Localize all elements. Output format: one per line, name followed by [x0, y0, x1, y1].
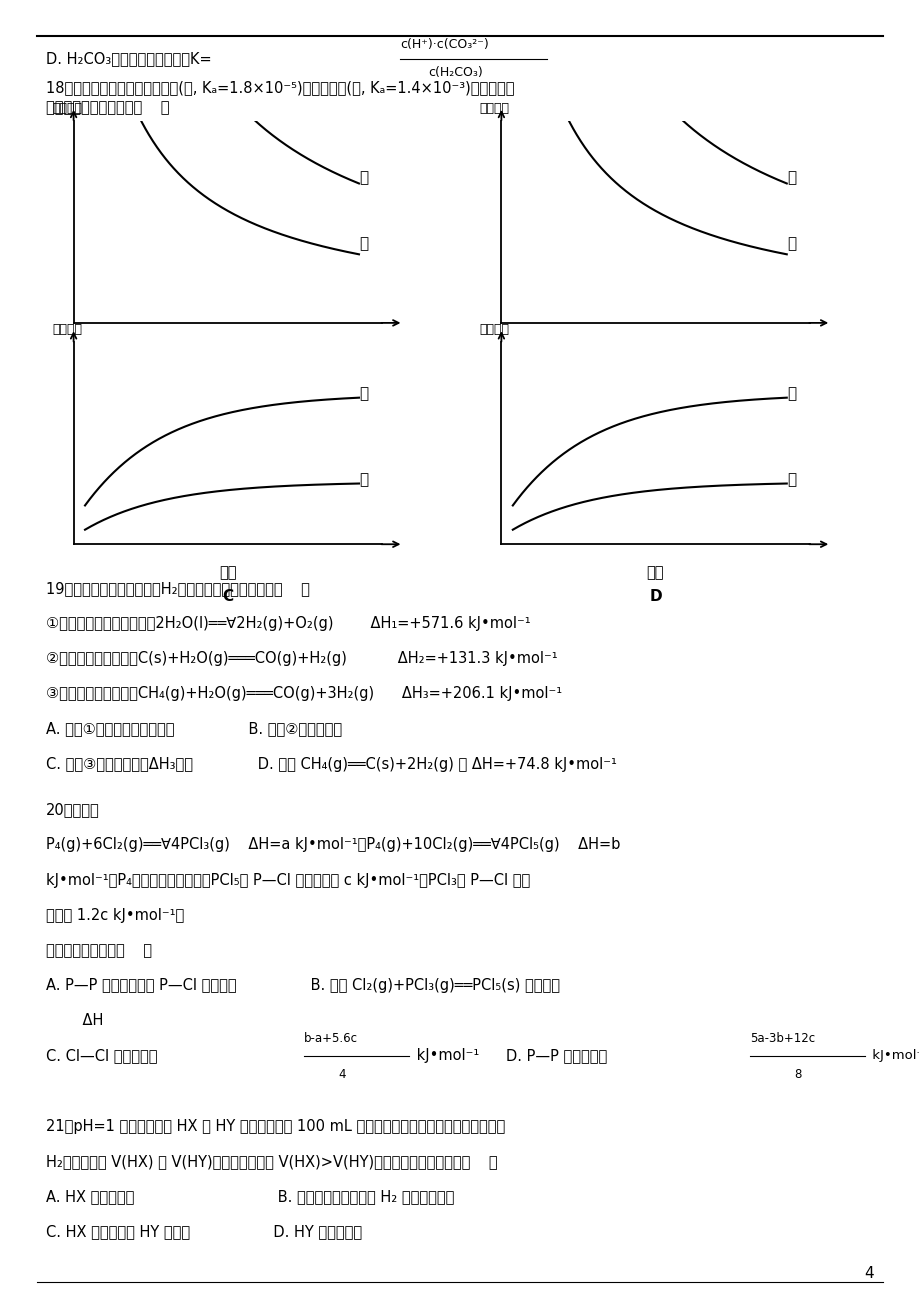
Text: 4: 4: [338, 1068, 346, 1081]
Text: ①太阳光催化分解水制氢：2H₂O(l)══∀2H₂(g)+O₂(g)        ΔH₁=+571.6 kJ•mol⁻¹: ①太阳光催化分解水制氢：2H₂O(l)══∀2H₂(g)+O₂(g) ΔH₁=+…: [46, 616, 530, 631]
Text: 键能为 1.2c kJ•mol⁻¹。: 键能为 1.2c kJ•mol⁻¹。: [46, 907, 184, 923]
Text: 电离程度: 电离程度: [480, 323, 509, 336]
Text: c(H₂CO₃): c(H₂CO₃): [427, 66, 482, 79]
Text: A. 反应①中电能转化为化学能                B. 反应②为放热反应: A. 反应①中电能转化为化学能 B. 反应②为放热反应: [46, 721, 342, 737]
Text: C: C: [221, 589, 233, 604]
Text: D: D: [649, 589, 661, 604]
Text: 甲: 甲: [786, 236, 795, 251]
Text: C. 反应③使用催化劑，ΔH₃减小              D. 反应 CH₄(g)══C(s)+2H₂(g) 的 ΔH=+74.8 kJ•mol⁻¹: C. 反应③使用催化劑，ΔH₃减小 D. 反应 CH₄(g)══C(s)+2H₂…: [46, 756, 617, 772]
Text: 浓度: 浓度: [219, 565, 236, 581]
Text: 电离程度: 电离程度: [52, 102, 82, 115]
Text: b-a+5.6c: b-a+5.6c: [303, 1032, 357, 1046]
Text: 乙: 乙: [358, 236, 368, 251]
Text: 8: 8: [793, 1068, 800, 1081]
Text: 19、通过以下反应均可获取H₂。下列有关说法正确的是（    ）: 19、通过以下反应均可获取H₂。下列有关说法正确的是（ ）: [46, 581, 310, 596]
Text: 5a-3b+12c: 5a-3b+12c: [749, 1032, 814, 1046]
Text: kJ•mol⁻¹，P₄具有正四面体结构，PCl₅中 P—Cl 键的键能为 c kJ•mol⁻¹，PCl₃中 P—Cl 键的: kJ•mol⁻¹，P₄具有正四面体结构，PCl₅中 P—Cl 键的键能为 c k…: [46, 872, 529, 888]
Text: 电离程度: 电离程度: [480, 102, 509, 115]
Text: 甲: 甲: [358, 387, 368, 401]
Text: ΔH: ΔH: [64, 1013, 104, 1029]
Text: A: A: [221, 367, 233, 383]
Text: D. H₂CO₃的电离常数表达式：K=: D. H₂CO₃的电离常数表达式：K=: [46, 51, 211, 66]
Text: 乙: 乙: [786, 387, 795, 401]
Text: 电离程度: 电离程度: [52, 323, 82, 336]
Text: 20、已知：: 20、已知：: [46, 802, 99, 818]
Text: P₄(g)+6Cl₂(g)══∀4PCl₃(g)    ΔH=a kJ•mol⁻¹，P₄(g)+10Cl₂(g)══∀4PCl₅(g)    ΔH=b: P₄(g)+6Cl₂(g)══∀4PCl₃(g) ΔH=a kJ•mol⁻¹，P…: [46, 837, 619, 853]
Text: D. P—P 键的键能为: D. P—P 键的键能为: [505, 1048, 607, 1064]
Text: C. Cl—Cl 键的键能为: C. Cl—Cl 键的键能为: [46, 1048, 157, 1064]
Text: 下列叙述正确的是（    ）: 下列叙述正确的是（ ）: [46, 943, 152, 958]
Text: 浓度: 浓度: [646, 344, 664, 359]
Text: 乙: 乙: [358, 473, 368, 487]
Text: 乙: 乙: [786, 169, 795, 185]
Text: 18、下列曲线中，可以描述乙酸(甲, Kₐ=1.8×10⁻⁵)和一氯乙酸(乙, Kₐ=1.4×10⁻³)在水中的电: 18、下列曲线中，可以描述乙酸(甲, Kₐ=1.8×10⁻⁵)和一氯乙酸(乙, …: [46, 79, 514, 95]
Text: A. P—P 键的键能大于 P—Cl 键的键能                B. 可求 Cl₂(g)+PCl₃(g)══PCl₅(s) 的反应热: A. P—P 键的键能大于 P—Cl 键的键能 B. 可求 Cl₂(g)+PCl…: [46, 978, 560, 993]
Text: 浓度: 浓度: [646, 565, 664, 581]
Text: ②焦炭与水反应制氢：C(s)+H₂O(g)═══CO(g)+H₂(g)           ΔH₂=+131.3 kJ•mol⁻¹: ②焦炭与水反应制氢：C(s)+H₂O(g)═══CO(g)+H₂(g) ΔH₂=…: [46, 651, 557, 667]
Text: c(H⁺)·c(CO₃²⁻): c(H⁺)·c(CO₃²⁻): [400, 38, 488, 51]
Text: kJ•mol⁻¹: kJ•mol⁻¹: [867, 1049, 919, 1062]
Text: B: B: [649, 367, 661, 383]
Text: 4: 4: [864, 1266, 873, 1281]
Text: 甲: 甲: [358, 169, 368, 185]
Text: 21、pH=1 的两种一元酸 HX 和 HY 溶液，分别取 100 mL 加入足量的镇粉，充分反应后，收集到: 21、pH=1 的两种一元酸 HX 和 HY 溶液，分别取 100 mL 加入足…: [46, 1118, 505, 1134]
Text: 浓度: 浓度: [219, 344, 236, 359]
Text: A. HX 可能是强酸                               B. 反应开始时二者生成 H₂ 的速率不相等: A. HX 可能是强酸 B. 反应开始时二者生成 H₂ 的速率不相等: [46, 1189, 454, 1204]
Text: 甲: 甲: [786, 473, 795, 487]
Text: C. HX 的酸性弱于 HY 的酸性                  D. HY 一定是强酸: C. HX 的酸性弱于 HY 的酸性 D. HY 一定是强酸: [46, 1224, 362, 1240]
Text: @正确教育: @正确教育: [547, 232, 584, 242]
Text: 离程度与浓度关系的是（    ）: 离程度与浓度关系的是（ ）: [46, 100, 169, 116]
Text: kJ•mol⁻¹: kJ•mol⁻¹: [412, 1048, 479, 1064]
Text: ③甲烷与水反应制氢：CH₄(g)+H₂O(g)═══CO(g)+3H₂(g)      ΔH₃=+206.1 kJ•mol⁻¹: ③甲烷与水反应制氢：CH₄(g)+H₂O(g)═══CO(g)+3H₂(g) Δ…: [46, 686, 562, 702]
Text: H₂体积分别为 V(HX) 和 V(HY)。若相同条件下 V(HX)>V(HY)，则下列说法正确的是（    ）: H₂体积分别为 V(HX) 和 V(HY)。若相同条件下 V(HX)>V(HY)…: [46, 1154, 497, 1169]
